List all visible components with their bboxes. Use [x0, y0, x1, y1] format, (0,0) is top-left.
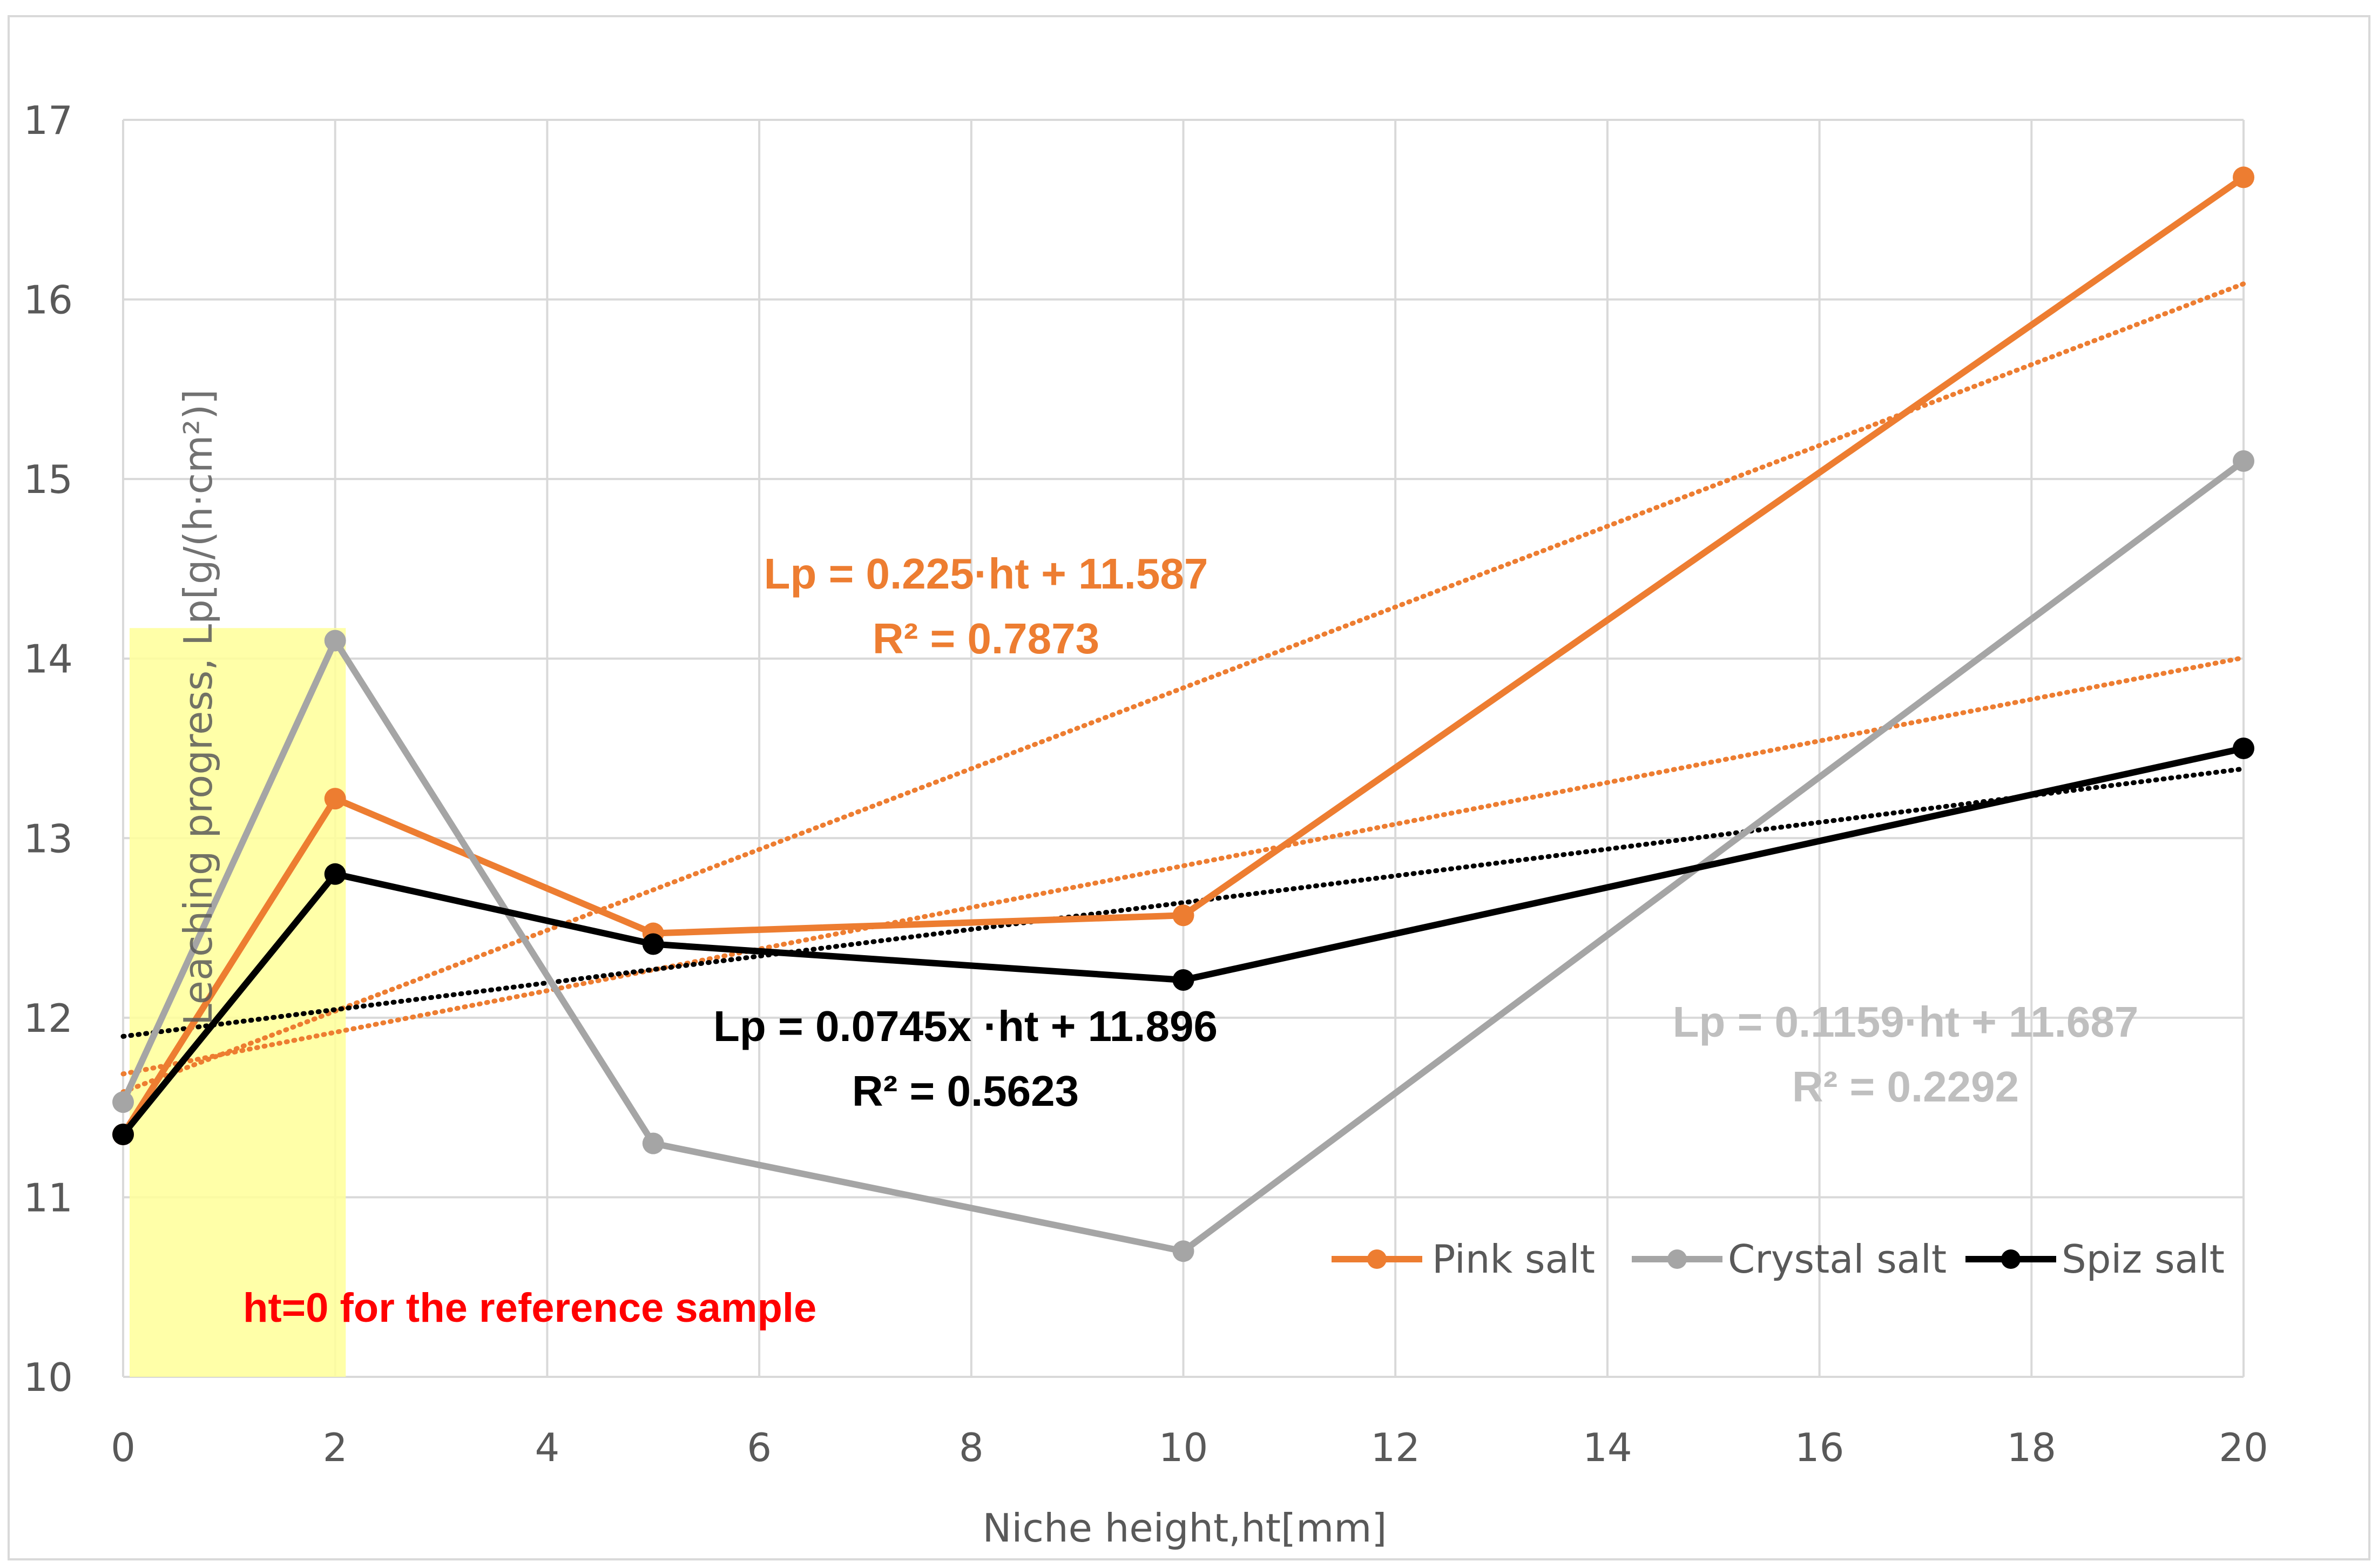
legend-crystal-marker	[1667, 1249, 1687, 1269]
spiz-trend-equation: Lp = 0.0745x ·ht + 11.896	[713, 1002, 1218, 1050]
data-series	[112, 166, 2254, 1262]
legend-spiz-marker	[2001, 1249, 2021, 1269]
reference-highlight-box	[130, 628, 346, 1377]
legend-spiz-label: Spiz salt	[2062, 1236, 2225, 1282]
x-tick-label-7: 14	[1583, 1425, 1632, 1470]
x-tick-label-10: 20	[2219, 1425, 2268, 1470]
x-tick-label-1: 2	[323, 1425, 348, 1470]
x-tick-label-8: 16	[1795, 1425, 1845, 1470]
x-tick-label-4: 8	[959, 1425, 984, 1470]
point-spiz-salt-3	[1172, 969, 1194, 991]
pink-trend-r2: R² = 0.7873	[873, 614, 1099, 663]
chart-border	[8, 15, 2370, 1560]
y-tick-label-7: 17	[23, 98, 73, 143]
legend-crystal-label: Crystal salt	[1728, 1236, 1947, 1282]
x-axis-title: Niche height,ht[mm]	[983, 1505, 1387, 1551]
point-spiz-salt-1	[324, 863, 346, 885]
point-crystal-salt-4	[2233, 450, 2254, 472]
x-tick-labels: 0 2 4 6 8 10 12 14 16 18 20	[111, 1425, 2268, 1470]
x-tick-label-5: 10	[1159, 1425, 1208, 1470]
spiz-trend-r2: R² = 0.5623	[852, 1067, 1079, 1115]
point-crystal-salt-2	[642, 1132, 664, 1154]
trendline-spiz-salt	[120, 766, 2246, 1039]
y-tick-label-3: 13	[23, 816, 73, 861]
point-crystal-salt-1	[324, 630, 346, 652]
crystal-trend-equation: Lp = 0.1159·ht + 11.687	[1673, 998, 2139, 1046]
trendline-pink-salt	[120, 281, 2246, 1094]
y-tick-labels: 10 11 12 13 14 15 16 17	[23, 98, 73, 1400]
point-pink-salt-3	[1172, 904, 1194, 927]
pink-trend-equation: Lp = 0.225·ht + 11.587	[764, 550, 1208, 598]
legend-pink-marker	[1367, 1249, 1387, 1269]
x-tick-label-3: 6	[747, 1425, 772, 1470]
y-tick-label-1: 11	[23, 1175, 73, 1220]
point-pink-salt-4	[2233, 166, 2254, 188]
point-spiz-salt-0	[112, 1124, 134, 1146]
x-tick-label-9: 18	[2007, 1425, 2056, 1470]
crystal-trend-r2: R² = 0.2292	[1792, 1063, 2019, 1111]
y-tick-label-6: 16	[23, 278, 73, 323]
x-tick-label-0: 0	[111, 1425, 136, 1470]
x-tick-label-2: 4	[535, 1425, 559, 1470]
point-crystal-salt-3	[1172, 1240, 1194, 1262]
y-tick-label-4: 14	[23, 637, 73, 682]
point-pink-salt-1	[324, 788, 346, 810]
y-axis-title: Leaching progress, Lp[g/(h·cm²)]	[175, 389, 221, 1026]
y-tick-label-0: 10	[23, 1355, 73, 1400]
legend-pink-label: Pink salt	[1432, 1236, 1595, 1282]
reference-highlight	[130, 628, 346, 1377]
gridlines	[122, 119, 2245, 1378]
y-tick-label-5: 15	[23, 457, 73, 502]
reference-note: ht=0 for the reference sample	[243, 1285, 816, 1331]
point-crystal-salt-0	[112, 1091, 134, 1113]
legend: Pink salt Crystal salt Spiz salt	[1332, 1236, 2225, 1282]
y-tick-label-2: 12	[23, 996, 73, 1041]
point-spiz-salt-4	[2233, 738, 2254, 759]
x-tick-label-6: 12	[1370, 1425, 1420, 1470]
point-spiz-salt-2	[642, 933, 664, 955]
